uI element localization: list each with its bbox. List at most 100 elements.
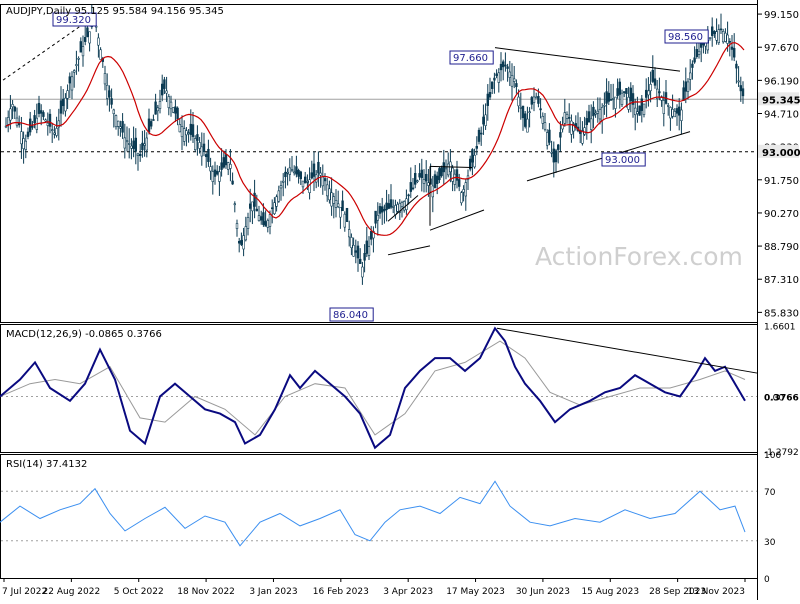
candle-body xyxy=(59,100,63,114)
candle-body xyxy=(495,73,498,77)
x-tick-label: 17 May 2023 xyxy=(446,587,505,597)
candle-body xyxy=(200,146,203,157)
candle-body xyxy=(629,87,633,102)
candle-body xyxy=(559,132,562,138)
candle-body xyxy=(484,114,487,126)
candle-body xyxy=(317,161,320,174)
candle-body xyxy=(123,137,127,149)
candle-body xyxy=(607,92,611,102)
candle-body xyxy=(213,169,217,177)
candle-body xyxy=(194,138,197,150)
candle-body xyxy=(640,98,644,111)
candle-body xyxy=(686,81,690,92)
candle-body xyxy=(552,148,556,163)
candle-body xyxy=(497,72,500,83)
candle-body xyxy=(453,173,456,185)
candle-body xyxy=(620,92,624,105)
candle-body xyxy=(567,117,571,119)
label-98-560-box xyxy=(664,29,709,44)
candle-body xyxy=(416,180,419,183)
candle-body xyxy=(312,163,316,177)
candle-body xyxy=(475,145,478,149)
candle-body xyxy=(279,185,283,189)
macd-marker-label: 0.3766 xyxy=(764,394,799,404)
x-tick-label: 5 Oct 2022 xyxy=(114,587,164,597)
candle-body xyxy=(583,127,586,135)
price-tick-label: 90.270 xyxy=(764,209,799,220)
candle-body xyxy=(68,76,72,84)
candle-body xyxy=(169,101,173,110)
candle-body xyxy=(288,167,291,175)
candle-body xyxy=(581,130,584,144)
candle-body xyxy=(534,96,538,99)
candle-body xyxy=(281,180,285,183)
candle-body xyxy=(380,206,384,213)
price-panel: 99.15097.67096.19094.71093.23091.75090.2… xyxy=(1,4,800,322)
candle-body xyxy=(345,207,349,222)
current-price-flag: 95.345 xyxy=(762,95,800,106)
candle-body xyxy=(464,182,467,197)
candle-body xyxy=(257,215,261,221)
candle-body xyxy=(418,173,421,178)
candle-body xyxy=(735,63,738,69)
candle-body xyxy=(572,124,575,132)
candle-body xyxy=(341,200,344,212)
x-tick-label: 3 Jan 2023 xyxy=(249,587,297,597)
candle-body xyxy=(301,180,305,188)
candle-body xyxy=(682,87,685,101)
candle-body xyxy=(235,223,239,229)
candle-body xyxy=(658,91,661,94)
x-tick-label: 18 Nov 2022 xyxy=(177,587,235,597)
candle-body xyxy=(55,128,58,136)
candle-body xyxy=(477,129,481,142)
candle-body xyxy=(158,101,162,109)
candle-body xyxy=(33,115,36,124)
candle-body xyxy=(446,163,450,176)
candle-body xyxy=(161,83,164,96)
price-tick-label: 87.310 xyxy=(764,275,799,286)
candle-body xyxy=(207,148,210,162)
candle-body xyxy=(378,206,382,214)
candle-body xyxy=(306,181,309,183)
candle-body xyxy=(222,157,225,168)
candle-body xyxy=(543,122,547,130)
candle-body xyxy=(737,80,740,83)
candle-body xyxy=(154,101,157,115)
price-tick-label: 85.830 xyxy=(764,308,799,319)
candle-body xyxy=(633,107,637,116)
candle-body xyxy=(224,154,228,166)
candle-body xyxy=(273,202,276,215)
candle-body xyxy=(508,71,511,78)
candle-body xyxy=(411,187,415,190)
candle-body xyxy=(156,107,159,112)
candle-body xyxy=(462,189,465,193)
candle-body xyxy=(99,49,102,60)
rsi-tick-label: 30 xyxy=(764,538,776,548)
candle-body xyxy=(70,76,74,91)
candle-body xyxy=(471,149,474,163)
candle-body xyxy=(321,176,324,187)
candle-body xyxy=(666,105,670,107)
candle-body xyxy=(13,106,16,112)
candle-body xyxy=(361,266,364,278)
current-price-flag-bg xyxy=(758,92,799,106)
candle-body xyxy=(528,111,531,114)
candle-body xyxy=(413,173,417,185)
x-tick-label: 28 Sep 2023 xyxy=(649,587,706,597)
candle-body xyxy=(367,246,371,256)
candle-body xyxy=(284,171,287,178)
candle-body xyxy=(139,153,142,157)
candle-body xyxy=(638,105,641,116)
candle-body xyxy=(191,124,195,137)
candle-body xyxy=(616,88,619,97)
candle-body xyxy=(9,108,12,121)
candle-body xyxy=(4,125,8,128)
candle-body xyxy=(545,132,549,146)
label-99-320-box xyxy=(52,12,97,27)
candle-body xyxy=(50,129,54,132)
candle-body xyxy=(39,110,43,114)
x-tick-label: 13 Nov 2023 xyxy=(687,587,745,597)
candle-body xyxy=(136,153,140,156)
candle-body xyxy=(521,105,525,119)
